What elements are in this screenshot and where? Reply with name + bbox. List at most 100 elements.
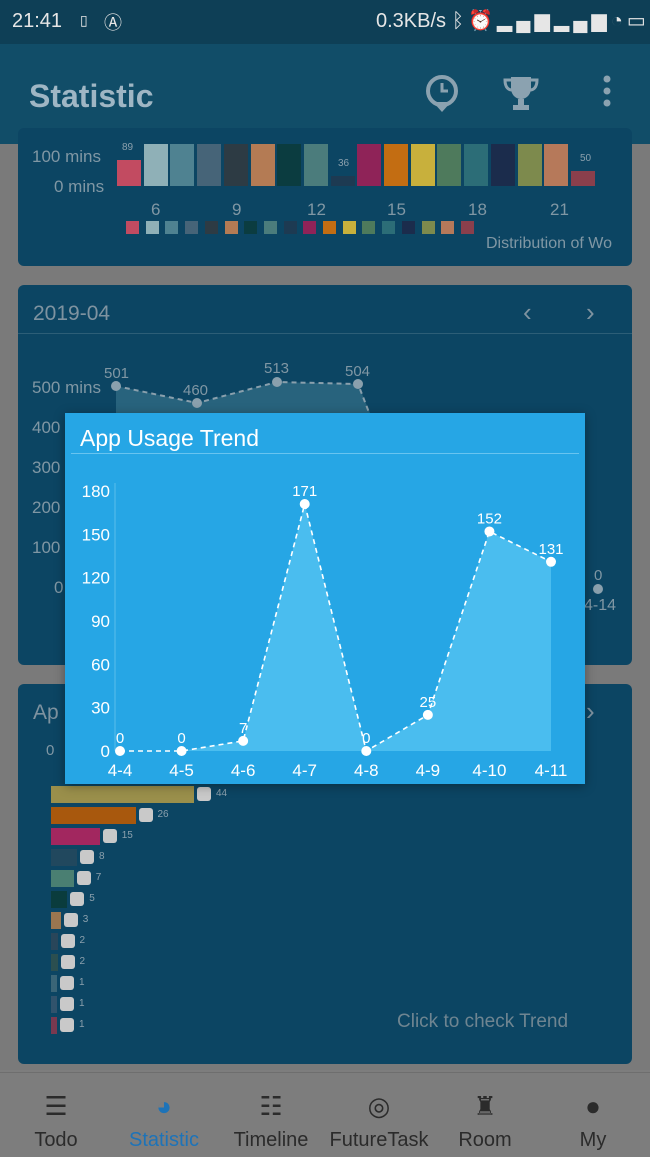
clock-icon[interactable] <box>425 74 459 122</box>
y-label-100: 100 mins <box>32 147 101 166</box>
x-tick: 4-14 <box>584 597 617 614</box>
check-trend-link[interactable]: Click to check Trend <box>397 1011 569 1032</box>
app-usage-value: 7 <box>95 872 102 883</box>
room-icon: ♜ <box>473 1091 497 1121</box>
timeline-icon: ☷ <box>259 1091 283 1121</box>
dialog-title: App Usage Trend <box>80 425 260 451</box>
app-icon <box>60 1018 74 1032</box>
trend-point <box>299 499 310 509</box>
legend-swatch <box>126 221 139 234</box>
legend-swatch <box>460 221 474 234</box>
trend-point <box>484 526 495 537</box>
bottom-navigation: ☰ Todo ◕ Statistic ☷ Timeline ◎ FutureTa… <box>0 1072 650 1156</box>
y-tick-label: 180 <box>82 482 110 501</box>
trend-point <box>115 746 125 756</box>
divider <box>18 333 632 334</box>
next-icon[interactable]: › <box>586 696 595 726</box>
hourly-bar <box>197 144 222 186</box>
signal-icon: ▂▄▆ <box>553 10 611 32</box>
network-speed: 0.3KB/s <box>376 10 447 32</box>
x-tick-label: 4-11 <box>535 761 568 780</box>
trophy-icon[interactable] <box>503 74 539 120</box>
app-icon <box>76 871 91 885</box>
legend-swatch <box>263 221 277 234</box>
nav-my[interactable]: ● My <box>539 1073 647 1157</box>
list-icon: ☰ <box>44 1091 68 1121</box>
pie-chart-icon: ◕ <box>156 1091 172 1121</box>
wifi-icon: ◔ <box>610 10 627 32</box>
nav-room[interactable]: ♜ Room <box>431 1073 539 1157</box>
bluetooth-icon: ᛒ <box>452 10 468 32</box>
battery-icon: ▭ <box>626 10 650 32</box>
x-tick-label: 4-10 <box>472 761 506 780</box>
nav-label: FutureTask <box>329 1129 429 1151</box>
app-usage-bar <box>51 807 136 824</box>
y-tick-label: 0 <box>101 742 110 761</box>
point-label: 0 <box>594 567 603 584</box>
trend-point-label: 152 <box>477 510 502 527</box>
app-usage-bar <box>51 828 100 845</box>
hourly-bar <box>143 144 168 186</box>
hourly-bar <box>303 144 328 186</box>
app-usage-bar <box>51 996 57 1013</box>
x-tick: 21 <box>550 200 569 219</box>
app-usage-trend-dialog[interactable]: App Usage Trend 0 30 60 90 120 150 180 0 0 7 171 0 2… <box>65 413 585 784</box>
hourly-distribution-card[interactable]: 100 mins 0 mins 89 36 50 6 9 12 15 18 21… <box>18 128 632 266</box>
alarm-icon: ⏰ <box>468 10 497 32</box>
trend-point <box>238 735 249 746</box>
dialog-divider <box>71 453 579 454</box>
nav-timeline[interactable]: ☷ Timeline <box>217 1073 325 1157</box>
x-tick-label: 4-4 <box>108 761 133 780</box>
app-usage-value: 8 <box>99 851 105 862</box>
hourly-bar <box>464 144 489 186</box>
x-tick-label: 4-9 <box>416 761 441 780</box>
legend-swatch <box>362 221 376 234</box>
target-icon: ◎ <box>367 1091 391 1121</box>
app-usage-bar <box>51 954 58 971</box>
y-label: 400 <box>32 418 61 437</box>
legend-swatch <box>342 221 356 234</box>
hourly-bar <box>170 144 195 186</box>
x-tick: 18 <box>468 200 487 219</box>
person-icon: ● <box>585 1091 601 1121</box>
prev-month-icon[interactable]: ‹ <box>523 297 532 327</box>
legend-swatch <box>204 221 218 234</box>
hourly-bar <box>517 144 542 186</box>
app-usage-value: 1 <box>79 977 85 988</box>
more-icon[interactable] <box>600 74 614 116</box>
app-usage-value: 1 <box>79 1019 85 1030</box>
legend-swatch <box>382 221 396 234</box>
hourly-bar <box>490 144 515 186</box>
legend-text: Distribution of Wo <box>486 235 612 252</box>
app-icon <box>60 934 75 948</box>
y-label: 200 <box>32 498 61 517</box>
trend-area <box>120 504 551 751</box>
app-usage-value: 1 <box>79 998 85 1009</box>
legend-swatch <box>303 221 317 234</box>
legend-swatch <box>283 221 297 234</box>
trend-line <box>120 503 552 753</box>
hourly-bar <box>223 144 248 186</box>
next-month-icon[interactable]: › <box>586 297 595 327</box>
monthly-line <box>111 377 603 594</box>
nav-futuretask[interactable]: ◎ FutureTask <box>325 1073 433 1157</box>
legend-swatch <box>401 221 415 234</box>
trend-point-label: 171 <box>292 483 317 500</box>
app-card-title: Ap <box>33 701 59 724</box>
hourly-bar <box>117 160 141 186</box>
y-label-0: 0 mins <box>54 177 105 196</box>
x-tick: 15 <box>387 200 406 219</box>
nav-label: Statistic <box>128 1129 200 1151</box>
app-icon <box>138 808 153 822</box>
app-icon <box>60 955 75 969</box>
legend-swatch <box>165 221 179 234</box>
nav-statistic[interactable]: ◕ Statistic <box>110 1073 218 1157</box>
app-usage-value: 15 <box>121 830 133 841</box>
trend-point-label: 0 <box>362 730 370 747</box>
app-usage-value: 26 <box>157 809 169 820</box>
app-usage-value: 3 <box>82 914 89 925</box>
app-icon <box>102 829 117 843</box>
y-tick-label: 120 <box>82 569 110 588</box>
font-app-icon: Ⓐ <box>104 13 122 33</box>
nav-todo[interactable]: ☰ Todo <box>2 1073 110 1157</box>
